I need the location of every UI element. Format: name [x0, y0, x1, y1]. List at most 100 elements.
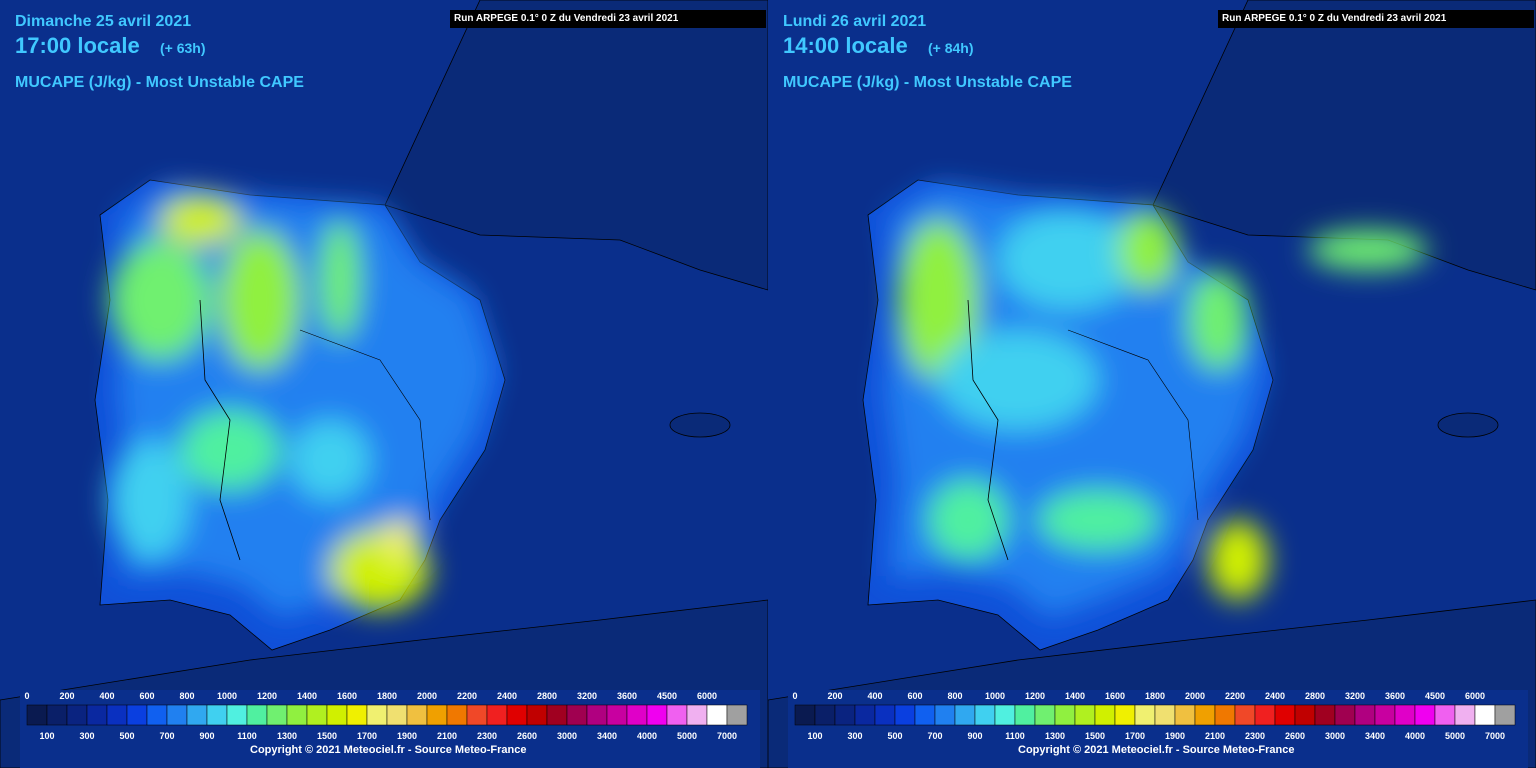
color-swatch: [686, 704, 708, 726]
color-swatch: [206, 704, 228, 726]
color-swatch: [1454, 704, 1476, 726]
color-swatch: [46, 704, 68, 726]
legend-label: 1100: [1005, 731, 1025, 741]
legend-label: 1300: [276, 731, 298, 741]
color-swatch: [346, 704, 368, 726]
cape-base: [117, 185, 495, 618]
legend-label: 4000: [1404, 731, 1426, 741]
map-panel: 0 200 400 600 800 1000 1200 1400 1600 1800 2000 220…: [768, 0, 1536, 768]
date: Lundi 26 avril 2021: [783, 13, 927, 30]
color-swatch: [246, 704, 268, 726]
color-swatch: [166, 704, 188, 726]
legend-label: 2200: [456, 691, 478, 701]
border: [1067, 329, 1199, 521]
legend-label: 800: [947, 691, 963, 701]
legend-label: 1800: [1144, 691, 1166, 701]
legend-label: 1700: [1124, 731, 1146, 741]
legend-label: 2200: [1224, 691, 1246, 701]
color-swatch: [994, 704, 1016, 726]
legend-bg: [20, 690, 760, 768]
legend-label: 0: [792, 691, 798, 701]
legend-label: 1200: [256, 691, 278, 701]
color-swatch: [1354, 704, 1376, 726]
color-swatch: [606, 704, 628, 726]
france: [384, 0, 768, 291]
color-swatch: [1094, 704, 1116, 726]
color-swatch: [1274, 704, 1296, 726]
color-swatch: [726, 704, 748, 726]
cape-field: [885, 185, 1428, 618]
legend-label: 500: [887, 731, 903, 741]
cape-blob: [938, 330, 1098, 430]
color-swatch: [506, 704, 528, 726]
color-swatch: [546, 704, 568, 726]
color-swatch: [1294, 704, 1316, 726]
legend-label: 3000: [1324, 731, 1346, 741]
legend-label: 5000: [676, 731, 698, 741]
color-swatch: [1114, 704, 1136, 726]
legend-label: 0: [24, 691, 30, 701]
legend-label: 600: [139, 691, 155, 701]
border: [199, 299, 241, 561]
color-swatch: [914, 704, 936, 726]
date: Dimanche 25 avril 2021: [15, 13, 192, 30]
color-swatch: [1314, 704, 1336, 726]
legend-label: 1600: [1104, 691, 1126, 701]
legend-label: 300: [847, 731, 863, 741]
legend-label: 4500: [656, 691, 678, 701]
color-swatch: [1474, 704, 1496, 726]
legend-label: 6000: [1464, 691, 1486, 701]
color-swatch: [1134, 704, 1156, 726]
legend-label: 3200: [576, 691, 598, 701]
color-swatch: [386, 704, 408, 726]
parameter: MUCAPE (J/kg) - Most Unstable CAPE: [783, 74, 1072, 91]
color-swatch: [586, 704, 608, 726]
legend-label: 2400: [496, 691, 518, 701]
legend-label: 2800: [1304, 691, 1326, 701]
color-swatch: [874, 704, 896, 726]
cape-blob: [1118, 210, 1178, 290]
color-swatch: [286, 704, 308, 726]
color-swatch: [666, 704, 688, 726]
color-swatch: [1374, 704, 1396, 726]
color-swatch: [426, 704, 448, 726]
legend-label: 1000: [984, 691, 1006, 701]
color-swatch: [814, 704, 836, 726]
color-swatch: [1234, 704, 1256, 726]
color-swatch: [1414, 704, 1436, 726]
map: [0, 0, 768, 768]
local-time: 14:00 locale: [783, 33, 908, 58]
legend-label: 300: [79, 731, 95, 741]
legend-label: 1900: [396, 731, 418, 741]
legend-label: 2600: [516, 731, 538, 741]
color-swatch: [1154, 704, 1176, 726]
color-swatch: [446, 704, 468, 726]
cape-blob: [180, 410, 280, 490]
cape-blob: [220, 230, 300, 370]
color-swatch: [894, 704, 916, 726]
color-swatch: [366, 704, 388, 726]
legend-label: 1000: [216, 691, 238, 701]
legend-label: 3400: [1364, 731, 1386, 741]
legend-label: 600: [907, 691, 923, 701]
lead-time: (+ 63h): [160, 40, 206, 56]
legend-label: 1900: [1164, 731, 1186, 741]
france: [1152, 0, 1536, 291]
cape-blob: [1188, 270, 1248, 370]
legend-label: 1700: [356, 731, 378, 741]
color-swatch: [406, 704, 428, 726]
cape-blob: [1308, 230, 1428, 270]
color-swatch: [1034, 704, 1056, 726]
color-swatch: [526, 704, 548, 726]
color-swatch: [486, 704, 508, 726]
cape-blob: [320, 220, 360, 340]
copyright: Copyright © 2021 Meteociel.fr - Source M…: [250, 744, 527, 756]
cape-blob: [110, 240, 210, 360]
cape-blob: [1038, 490, 1158, 550]
color-swatch: [794, 704, 816, 726]
cape-blob: [290, 420, 370, 500]
legend-label: 1300: [1044, 731, 1066, 741]
border: [299, 329, 431, 521]
legend-label: 7000: [1484, 731, 1506, 741]
